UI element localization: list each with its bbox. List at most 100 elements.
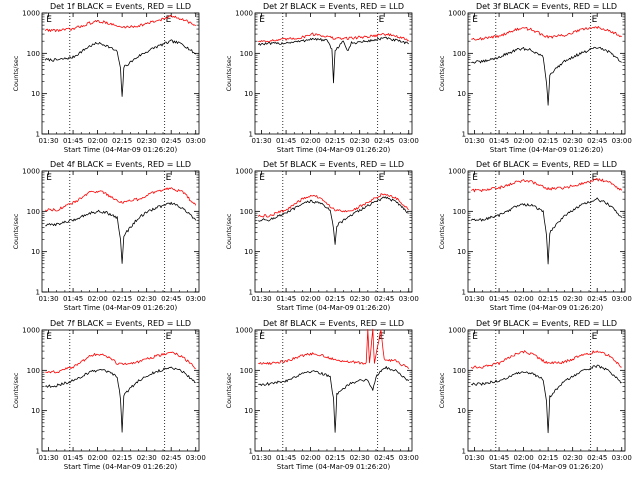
x-tick-label: 02:30 bbox=[563, 137, 583, 145]
series-events-line bbox=[258, 366, 409, 433]
flag-label: E bbox=[259, 15, 265, 25]
y-tick-label: 1 bbox=[249, 289, 253, 297]
x-tick-label: 02:45 bbox=[374, 454, 394, 462]
x-axis-label: Start Time (04-Mar-09 01:26:20) bbox=[277, 146, 391, 154]
flag-label: E bbox=[472, 173, 478, 183]
x-tick-label: 02:15 bbox=[112, 295, 132, 303]
y-tick-label: 100 bbox=[27, 208, 40, 216]
y-tick-label: 10 bbox=[457, 248, 466, 256]
x-tick-label: 02:45 bbox=[587, 295, 607, 303]
x-tick-label: 01:30 bbox=[251, 295, 271, 303]
detector-panel: Det 9f BLACK = Events, RED = LLD E E 01:30 0… bbox=[438, 319, 632, 471]
flag-label: E bbox=[259, 173, 265, 183]
y-tick-label: 1000 bbox=[448, 327, 466, 335]
series-lld-line bbox=[470, 350, 622, 369]
y-tick-label: 100 bbox=[27, 367, 40, 375]
panel-title: Det 8f BLACK = Events, RED = LLD bbox=[263, 319, 404, 328]
y-tick-label: 10 bbox=[457, 90, 466, 98]
y-axis-label: Counts/sec bbox=[12, 55, 20, 91]
x-tick-label: 02:30 bbox=[137, 295, 157, 303]
x-tick-label: 02:00 bbox=[301, 295, 321, 303]
y-tick-label: 10 bbox=[31, 407, 40, 415]
x-tick-label: 01:45 bbox=[63, 454, 83, 462]
x-axis-label: Start Time (04-Mar-09 01:26:20) bbox=[64, 463, 178, 471]
x-tick-label: 03:00 bbox=[186, 295, 206, 303]
x-tick-label: 01:30 bbox=[38, 454, 58, 462]
x-tick-label: 01:45 bbox=[489, 454, 509, 462]
y-tick-label: 10 bbox=[244, 407, 253, 415]
x-tick-label: 02:30 bbox=[563, 454, 583, 462]
series-events-line bbox=[257, 36, 409, 84]
x-tick-label: 03:00 bbox=[399, 137, 419, 145]
y-tick-label: 1 bbox=[462, 448, 466, 456]
flag-label: E bbox=[259, 332, 265, 342]
x-tick-label: 01:30 bbox=[38, 137, 58, 145]
x-tick-label: 02:45 bbox=[161, 454, 181, 462]
y-axis-label: Counts/sec bbox=[225, 372, 233, 408]
y-tick-label: 1 bbox=[36, 131, 40, 139]
x-tick-label: 01:30 bbox=[464, 454, 484, 462]
y-tick-label: 10 bbox=[31, 248, 40, 256]
series-lld-line bbox=[471, 26, 622, 41]
y-tick-label: 1000 bbox=[22, 168, 40, 176]
x-tick-label: 03:00 bbox=[612, 137, 632, 145]
panel-title: Det 5f BLACK = Events, RED = LLD bbox=[263, 160, 404, 169]
x-tick-label: 02:45 bbox=[587, 454, 607, 462]
series-events-line bbox=[470, 197, 623, 265]
y-tick-label: 1 bbox=[462, 131, 466, 139]
flag-label: E bbox=[592, 332, 598, 342]
detector-panel: Det 6f BLACK = Events, RED = LLD E E 01:30 0… bbox=[438, 160, 632, 312]
panel-title: Det 9f BLACK = Events, RED = LLD bbox=[476, 319, 617, 328]
plot-frame bbox=[41, 170, 200, 293]
flag-label: E bbox=[592, 173, 598, 183]
x-tick-label: 01:45 bbox=[489, 137, 509, 145]
detector-panel: Det 5f BLACK = Events, RED = LLD E E 01:30 0… bbox=[225, 160, 419, 312]
x-tick-label: 01:45 bbox=[63, 137, 83, 145]
x-tick-label: 02:30 bbox=[350, 137, 370, 145]
y-tick-label: 1000 bbox=[22, 327, 40, 335]
detector-panel: Det 4f BLACK = Events, RED = LLD E E 01:30 0… bbox=[12, 160, 206, 312]
x-tick-label: 01:30 bbox=[464, 137, 484, 145]
x-axis-label: Start Time (04-Mar-09 01:26:20) bbox=[490, 146, 604, 154]
y-tick-label: 1 bbox=[462, 289, 466, 297]
y-tick-label: 1 bbox=[249, 448, 253, 456]
x-axis-label: Start Time (04-Mar-09 01:26:20) bbox=[277, 304, 391, 312]
x-axis-label: Start Time (04-Mar-09 01:26:20) bbox=[490, 304, 604, 312]
x-tick-label: 01:30 bbox=[251, 137, 271, 145]
y-axis-label: Counts/sec bbox=[12, 372, 20, 408]
series-lld-line bbox=[258, 328, 410, 369]
y-tick-label: 1 bbox=[36, 448, 40, 456]
flag-label: E bbox=[166, 332, 172, 342]
series-lld-line bbox=[471, 178, 623, 193]
x-tick-label: 02:45 bbox=[161, 295, 181, 303]
series-lld-line bbox=[44, 15, 196, 33]
panel-title: Det 1f BLACK = Events, RED = LLD bbox=[50, 2, 191, 11]
x-tick-label: 02:15 bbox=[112, 137, 132, 145]
series-lld-line bbox=[45, 187, 197, 212]
x-tick-label: 02:30 bbox=[137, 137, 157, 145]
x-tick-label: 01:45 bbox=[276, 295, 296, 303]
x-tick-label: 02:15 bbox=[325, 137, 345, 145]
x-tick-label: 03:00 bbox=[186, 454, 206, 462]
plot-frame bbox=[41, 329, 200, 452]
flag-label: E bbox=[592, 15, 598, 25]
panel-title: Det 7f BLACK = Events, RED = LLD bbox=[50, 319, 191, 328]
y-tick-label: 1 bbox=[249, 131, 253, 139]
plot-frame bbox=[467, 12, 626, 135]
x-tick-label: 02:00 bbox=[514, 137, 534, 145]
x-tick-label: 02:00 bbox=[88, 295, 108, 303]
flag-label: E bbox=[379, 173, 385, 183]
y-tick-label: 100 bbox=[27, 50, 40, 58]
x-tick-label: 02:15 bbox=[538, 454, 558, 462]
y-axis-label: Counts/sec bbox=[438, 55, 446, 91]
x-tick-label: 03:00 bbox=[399, 295, 419, 303]
y-axis-label: Counts/sec bbox=[12, 213, 20, 249]
x-tick-label: 03:00 bbox=[612, 295, 632, 303]
x-tick-label: 01:45 bbox=[63, 295, 83, 303]
y-tick-label: 10 bbox=[31, 90, 40, 98]
y-tick-label: 100 bbox=[240, 50, 253, 58]
x-tick-label: 02:15 bbox=[325, 454, 345, 462]
y-tick-label: 1000 bbox=[22, 10, 40, 18]
